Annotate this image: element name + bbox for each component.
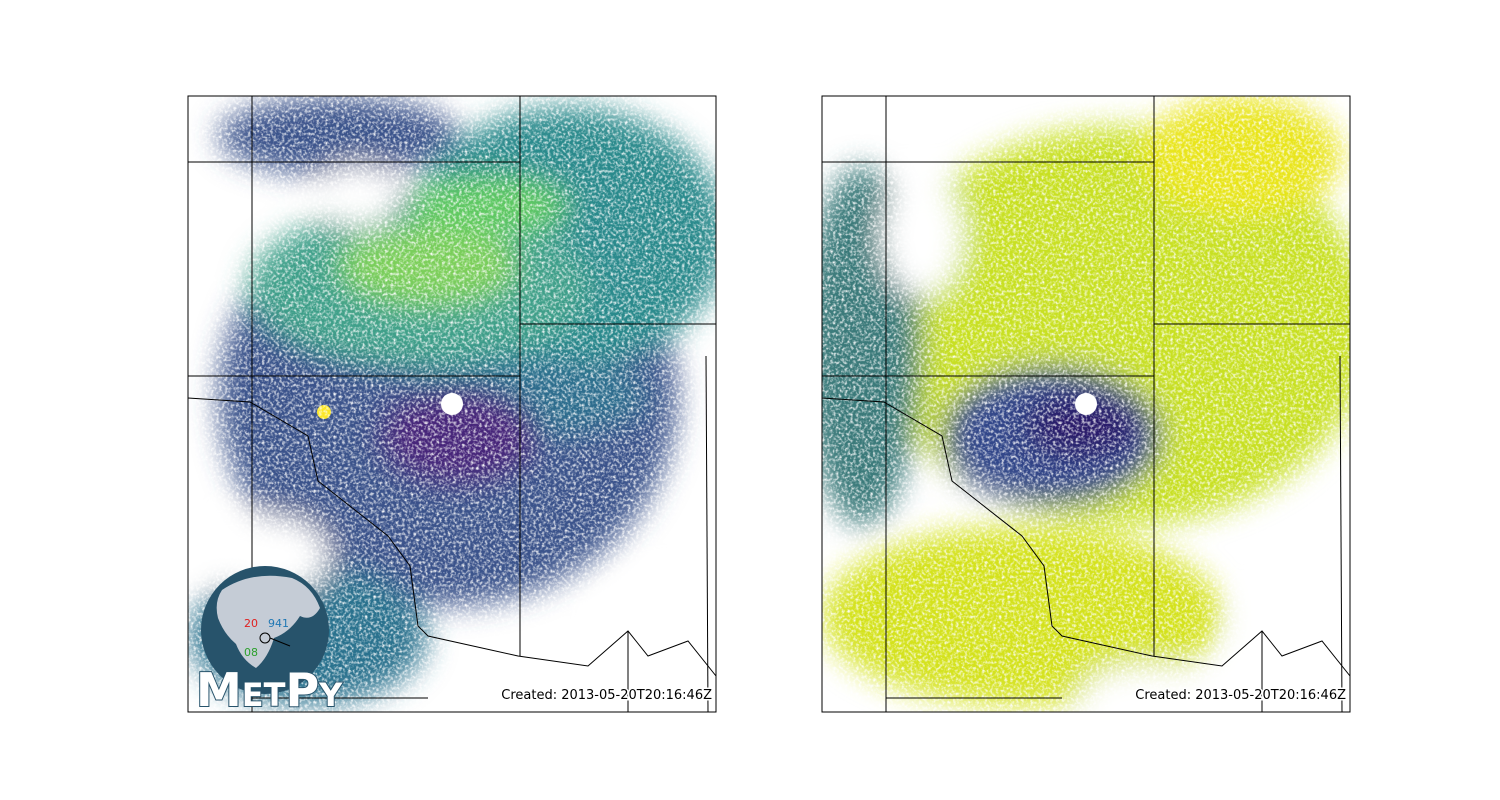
logo-temperature: 20 (244, 617, 258, 630)
radar-panel: Created: 2013-05-20T20:16:46Z (187, 95, 717, 713)
radar-panel: Created: 2013-05-20T20:16:46Z (821, 95, 1351, 713)
timestamp: Created: 2013-05-20T20:16:46Z (501, 688, 712, 703)
logo-pressure: 941 (268, 617, 289, 630)
logo-dewpoint: 08 (244, 646, 258, 659)
timestamp: Created: 2013-05-20T20:16:46Z (1135, 688, 1346, 703)
logo: 20 941 08 MetPy (195, 566, 344, 718)
logo-name: MetPy (196, 663, 343, 717)
